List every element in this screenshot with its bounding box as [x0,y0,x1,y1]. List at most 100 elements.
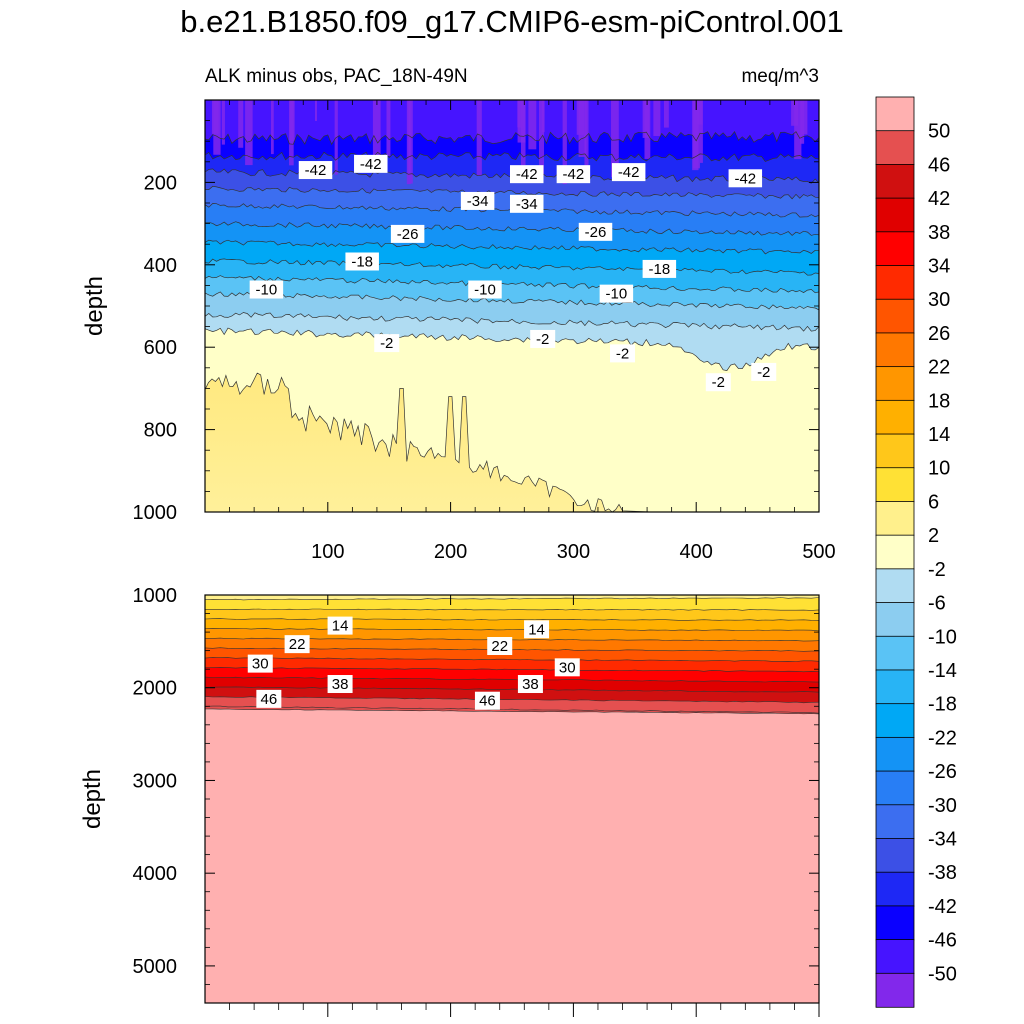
colorbar-label: -14 [928,660,957,682]
contour-label-text: -2 [380,335,393,352]
contour-label: 14 [327,616,353,635]
contour-label-box [610,344,636,363]
contour-label-box [487,637,513,655]
contour-label-box [474,691,500,710]
colorbar-box [875,838,915,873]
colorbar-label: -42 [928,896,957,918]
contour-label: 22 [284,635,310,654]
colorbar-label: -2 [928,559,946,581]
colorbar-label: 2 [928,525,939,547]
contour-label-text: 38 [522,676,539,693]
colorbar-label: 50 [928,121,950,143]
contour-label-text: -2 [712,374,725,391]
contour-label-text: 14 [528,621,545,638]
lower-y-axis-label: depth [79,769,106,829]
contour-label-box [468,280,502,299]
colorbar-box [875,905,915,941]
colorbar-label: 18 [928,390,950,412]
contour-band [476,100,482,176]
contour-band [528,100,537,150]
x-tick-label: 100 [311,541,344,563]
contour-band [663,100,669,128]
contour-label: -42 [354,154,388,173]
upper-panel: -42 -42 -42 -42 -42 -42 -34 -34 -26 -26 -18 -18 -10 -… [81,66,836,563]
contour-label-text: 30 [252,656,269,673]
colorbar-label: -46 [928,930,957,952]
y-tick-label: 3000 [133,770,178,792]
contour-label-box [327,675,353,694]
contour-label: 38 [327,675,353,694]
colorbar-label: -18 [928,694,957,716]
colorbar-box [875,703,915,739]
contour-label-box [524,620,550,639]
contour-label-text: -2 [757,364,770,381]
y-tick-label: 400 [144,255,177,277]
contour-label-text: -42 [360,156,382,173]
colorbar-label: 42 [928,188,950,210]
contour-band [520,100,526,166]
contour-line [205,312,819,332]
contour-label-box [460,191,495,210]
colorbar-box [875,332,915,368]
contour-label-text: -34 [467,193,489,210]
contour-label-text: 14 [332,618,349,635]
contour-label-box [249,280,284,299]
lower-panel: 14 14 22 22 30 30 38 38 46 46 1000 2000 3000 4000 500… [79,585,820,1017]
colorbar-box [875,298,915,334]
colorbar-box [875,871,915,907]
contour-band [653,100,661,137]
contour-label-text: -42 [618,164,640,181]
contour-label: -34 [509,194,544,213]
contour-label: 30 [554,658,580,677]
contour-label-text: -18 [351,254,373,271]
contour-label: -2 [610,344,636,363]
contour-label-text: -34 [516,196,538,213]
contour-line [205,151,819,162]
contour-label: -2 [751,362,777,381]
contour-label: -26 [578,222,613,241]
contour-label-text: -2 [616,345,629,362]
contour-line [205,696,819,704]
colorbar-box [875,770,915,806]
contour-label-box [390,224,425,243]
contour-band [611,100,619,178]
contour-band [205,708,819,1003]
contour-label: 22 [487,637,513,655]
contour-label: 46 [474,691,500,710]
contour-label-box [354,154,388,173]
y-tick-label: 4000 [133,863,178,885]
colorbar-box [875,366,915,402]
colorbar-box [875,96,915,132]
x-tick-label: 300 [557,541,590,563]
contour-label-box [345,252,379,271]
contour-label-box [256,689,282,708]
contour-label: -34 [460,191,495,210]
contour-label-box [327,616,353,635]
colorbar-label: -26 [928,761,957,783]
colorbar-box [875,265,915,300]
colorbar-box [875,433,915,469]
colorbar-box [875,130,915,166]
contour-label: -2 [705,373,731,392]
contour-label: -10 [599,284,634,303]
colorbar-label: -34 [928,829,957,851]
colorbar-box [875,939,915,974]
contour-band [642,100,650,138]
contour-label-text: 46 [479,693,496,710]
colorbar-label: 46 [928,154,950,176]
contour-label-box [556,165,591,184]
contour-line [205,705,819,714]
contour-label-box [728,169,763,188]
contour-label-box [751,362,777,381]
colorbar-label: 22 [928,357,950,379]
contour-label-text: 30 [559,659,576,676]
contour-band [221,100,225,145]
contour-line [205,221,819,236]
contour-label-box [509,165,544,184]
contour-band [245,100,253,166]
contour-label-text: -2 [536,331,549,348]
contour-label: 46 [256,689,282,708]
colorbar-label: 6 [928,491,939,513]
contour-label-box [284,635,310,654]
contour-label-box [599,284,634,303]
